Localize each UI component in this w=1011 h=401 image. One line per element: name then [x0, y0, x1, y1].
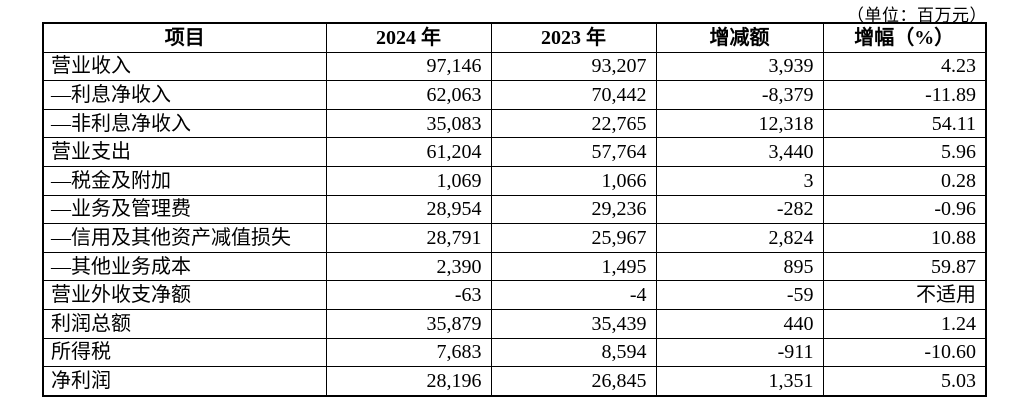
item-cell: —税金及附加	[42, 165, 327, 196]
item-cell: —非利息净收入	[42, 108, 327, 139]
table-row: —信用及其他资产减值损失 28,791 25,967 2,824 10.88	[42, 223, 987, 253]
table-row: —税金及附加 1,069 1,066 3 0.28	[42, 165, 987, 196]
value-cell: 1,495	[490, 251, 657, 282]
value-cell: 5.03	[822, 366, 987, 397]
value-cell: 61,204	[325, 137, 492, 167]
value-cell: 3,939	[655, 51, 824, 82]
value-cell: 不适用	[822, 280, 987, 310]
value-cell: 895	[655, 251, 824, 282]
table-row: —其他业务成本 2,390 1,495 895 59.87	[42, 251, 987, 282]
item-cell: 营业收入	[42, 51, 327, 82]
unit-note: （单位：百万元）	[847, 6, 987, 25]
value-cell: -63	[325, 280, 492, 310]
item-cell: 营业外收支净额	[42, 280, 327, 310]
col-header-change: 增减额	[655, 22, 824, 53]
value-cell: -59	[655, 280, 824, 310]
value-cell: 1,066	[490, 165, 657, 196]
item-cell: 营业支出	[42, 137, 327, 167]
col-header-item: 项目	[42, 22, 327, 53]
value-cell: 35,879	[325, 308, 492, 339]
value-cell: 57,764	[490, 137, 657, 167]
value-cell: 35,439	[490, 308, 657, 339]
value-cell: 0.28	[822, 165, 987, 196]
value-cell: 3	[655, 165, 824, 196]
value-cell: 2,824	[655, 223, 824, 253]
value-cell: 4.23	[822, 51, 987, 82]
table-header-row: 项目 2024 年 2023 年 增减额 增幅（%）	[42, 22, 987, 53]
value-cell: 12,318	[655, 108, 824, 139]
col-header-growth: 增幅（%）	[822, 22, 987, 53]
value-cell: -10.60	[822, 337, 987, 368]
table-body: 营业收入 97,146 93,207 3,939 4.23 —利息净收入 62,063 70,…	[42, 51, 987, 397]
value-cell: 70,442	[490, 80, 657, 110]
value-cell: 22,765	[490, 108, 657, 139]
value-cell: 2,390	[325, 251, 492, 282]
table-row: —非利息净收入 35,083 22,765 12,318 54.11	[42, 108, 987, 139]
value-cell: -8,379	[655, 80, 824, 110]
value-cell: -11.89	[822, 80, 987, 110]
value-cell: 28,196	[325, 366, 492, 397]
table-row: 营业外收支净额 -63 -4 -59 不适用	[42, 280, 987, 310]
table-row: 营业收入 97,146 93,207 3,939 4.23	[42, 51, 987, 82]
item-cell: —利息净收入	[42, 80, 327, 110]
value-cell: -911	[655, 337, 824, 368]
value-cell: 1.24	[822, 308, 987, 339]
item-cell: 净利润	[42, 366, 327, 397]
value-cell: -0.96	[822, 194, 987, 225]
col-header-2023: 2023 年	[490, 22, 657, 53]
table-row: —业务及管理费 28,954 29,236 -282 -0.96	[42, 194, 987, 225]
item-cell: —信用及其他资产减值损失	[42, 223, 327, 253]
value-cell: 1,069	[325, 165, 492, 196]
value-cell: 26,845	[490, 366, 657, 397]
table-row: —利息净收入 62,063 70,442 -8,379 -11.89	[42, 80, 987, 110]
value-cell: 93,207	[490, 51, 657, 82]
item-cell: 利润总额	[42, 308, 327, 339]
value-cell: 28,791	[325, 223, 492, 253]
table-row: 利润总额 35,879 35,439 440 1.24	[42, 308, 987, 339]
value-cell: 25,967	[490, 223, 657, 253]
item-cell: 所得税	[42, 337, 327, 368]
table-row: 净利润 28,196 26,845 1,351 5.03	[42, 366, 987, 397]
value-cell: 1,351	[655, 366, 824, 397]
value-cell: 8,594	[490, 337, 657, 368]
income-statement-table: 项目 2024 年 2023 年 增减额 增幅（%） 营业收入 97,146 93,…	[42, 22, 987, 397]
table-row: 所得税 7,683 8,594 -911 -10.60	[42, 337, 987, 368]
value-cell: 62,063	[325, 80, 492, 110]
value-cell: -4	[490, 280, 657, 310]
value-cell: 35,083	[325, 108, 492, 139]
value-cell: 5.96	[822, 137, 987, 167]
value-cell: -282	[655, 194, 824, 225]
value-cell: 3,440	[655, 137, 824, 167]
value-cell: 440	[655, 308, 824, 339]
item-cell: —业务及管理费	[42, 194, 327, 225]
value-cell: 28,954	[325, 194, 492, 225]
value-cell: 10.88	[822, 223, 987, 253]
value-cell: 59.87	[822, 251, 987, 282]
col-header-2024: 2024 年	[325, 22, 492, 53]
value-cell: 54.11	[822, 108, 987, 139]
value-cell: 97,146	[325, 51, 492, 82]
value-cell: 29,236	[490, 194, 657, 225]
value-cell: 7,683	[325, 337, 492, 368]
item-cell: —其他业务成本	[42, 251, 327, 282]
table-row: 营业支出 61,204 57,764 3,440 5.96	[42, 137, 987, 167]
